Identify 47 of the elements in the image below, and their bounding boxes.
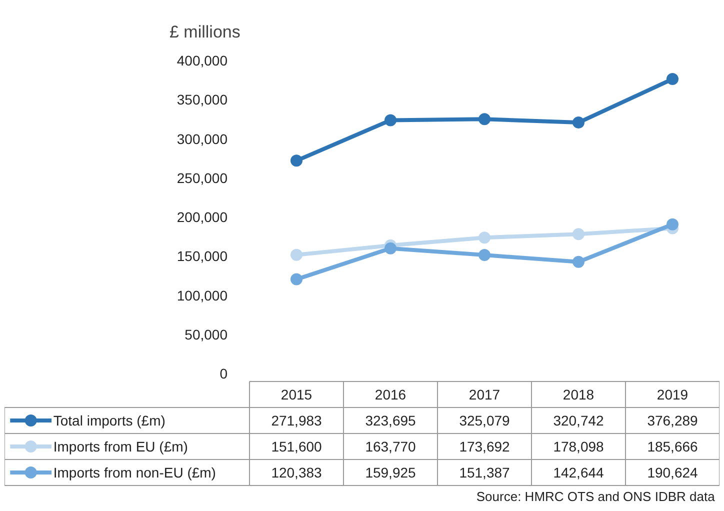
data-label: 142,644	[553, 464, 604, 480]
data-label: 376,289	[647, 412, 698, 428]
y-tick-label: 150,000	[176, 248, 228, 264]
y-tick-label: 100,000	[176, 287, 228, 304]
data-label: 151,600	[271, 438, 322, 454]
y-tick-label: 50,000	[184, 326, 228, 342]
data-label: 185,666	[647, 438, 698, 454]
data-label: 159,925	[365, 464, 416, 480]
y-tick-label: 0	[220, 366, 228, 382]
y-tick-label: 300,000	[176, 130, 228, 147]
legend-label: Imports from EU (£m)	[53, 438, 188, 454]
point	[572, 228, 584, 240]
point	[666, 73, 678, 86]
point	[572, 256, 584, 268]
y-axis-title: £ millions	[170, 22, 240, 42]
point	[478, 113, 490, 126]
x-tick-label: 2017	[468, 386, 500, 402]
x-tick-label: 2015	[280, 386, 312, 402]
y-tick-label: 200,000	[176, 209, 228, 225]
data-label: 323,695	[365, 412, 416, 428]
data-label: 271,983	[271, 412, 322, 428]
point	[290, 248, 302, 261]
data-label: 151,387	[459, 464, 510, 480]
point	[572, 116, 584, 129]
source-note: Source: HMRC OTS and ONS IDBR data	[476, 489, 716, 504]
y-tick-label: 400,000	[176, 52, 228, 68]
point	[290, 273, 302, 286]
y-tick-label: 250,000	[176, 170, 228, 186]
x-tick-label: 2018	[562, 386, 594, 402]
point	[666, 218, 678, 230]
data-label: 325,079	[459, 412, 510, 428]
x-tick-label: 2016	[374, 386, 406, 402]
point	[478, 232, 490, 244]
data-label: 178,098	[553, 438, 604, 454]
point	[478, 249, 490, 262]
point	[290, 154, 302, 167]
data-label: 120,383	[271, 464, 322, 480]
legend-label: Total imports (£m)	[53, 412, 166, 428]
data-label: 190,624	[647, 464, 698, 480]
data-label: 320,742	[553, 412, 604, 428]
point	[384, 242, 396, 254]
data-label: 163,770	[365, 438, 416, 454]
legend-label: Imports from non-EU (£m)	[53, 464, 216, 480]
y-tick-label: 350,000	[176, 92, 228, 108]
data-label: 173,692	[459, 438, 510, 454]
point	[384, 114, 396, 126]
x-tick-label: 2019	[656, 386, 688, 402]
